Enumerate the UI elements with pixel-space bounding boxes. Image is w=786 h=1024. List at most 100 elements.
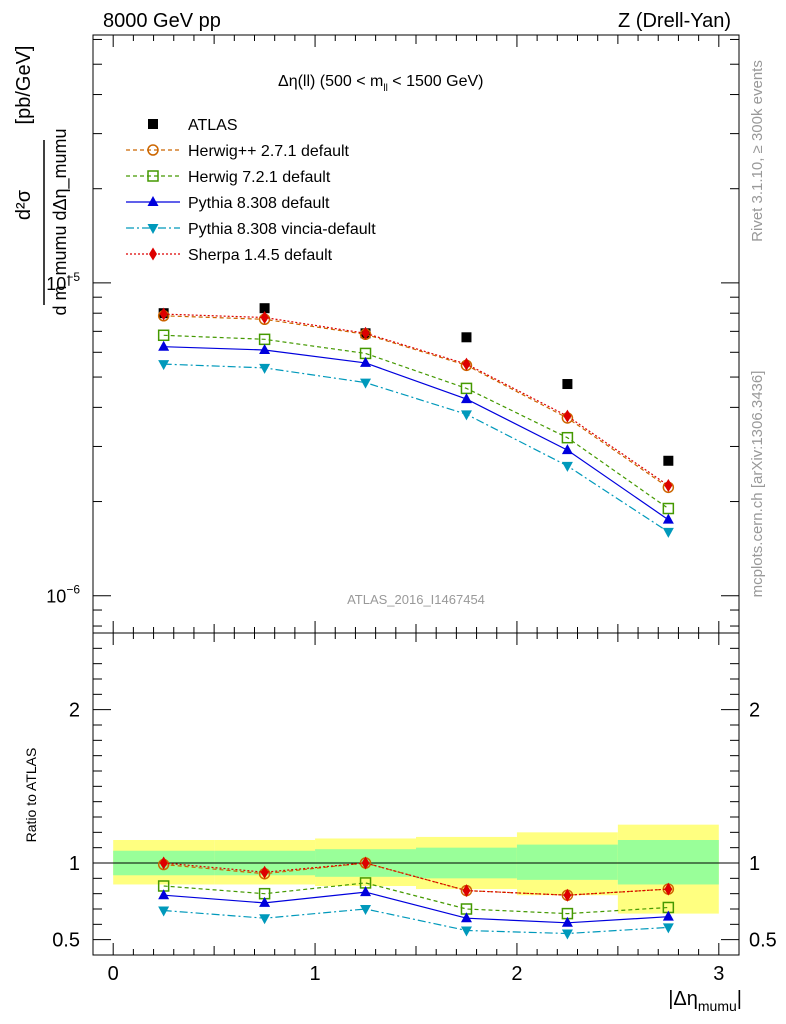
ratio-series-line <box>163 891 669 924</box>
main-data-point <box>461 332 472 343</box>
main-data-point <box>561 431 574 444</box>
ratio-data-point <box>259 914 271 925</box>
main-data-point <box>664 479 673 493</box>
main-series-2 <box>157 329 675 515</box>
legend-marker <box>147 170 159 182</box>
ratio-band-inner <box>617 840 719 885</box>
ratio-data-point <box>260 865 269 879</box>
ratio-data-point <box>158 889 170 900</box>
x-tick-label: 2 <box>511 963 522 985</box>
main-y-tick-label: 10−6 <box>46 583 80 607</box>
x-tick-label: 0 <box>108 963 119 985</box>
main-data-point <box>663 455 674 466</box>
ratio-series-line <box>163 908 669 935</box>
ratio-data-point <box>460 912 472 923</box>
ratio-y-tick-label-right: 2 <box>749 700 760 722</box>
ratio-data-point <box>662 923 674 934</box>
ratio-data-point <box>460 926 472 937</box>
main-panel: 10−5 10−6 <box>46 34 740 634</box>
main-data-point <box>662 502 675 515</box>
ratio-data-point <box>361 856 370 870</box>
ratio-series-line <box>163 862 669 896</box>
main-series-4 <box>158 360 674 538</box>
legend-marker <box>147 144 159 156</box>
panel-title: Δη(ll) (500 < mll < 1500 GeV) <box>278 73 483 94</box>
legend-label: Pythia 8.308 vincia-default <box>188 221 376 238</box>
main-data-point <box>260 311 269 325</box>
main-data-point <box>562 379 573 390</box>
main-data-point <box>561 461 573 472</box>
main-series-line <box>163 346 669 521</box>
legend-label: Herwig 7.2.1 default <box>188 169 331 186</box>
legend-label: Pythia 8.308 default <box>188 195 330 212</box>
analysis-id: ATLAS_2016_I1467454 <box>347 592 485 607</box>
mcplots-label: mcplots.cern.ch [arXiv:1306.3436] <box>749 371 766 598</box>
ratio-data-point <box>563 888 572 902</box>
x-tick-label: 3 <box>713 963 724 985</box>
legend-item: Sherpa 1.4.5 default <box>126 247 333 264</box>
main-data-point <box>462 357 471 371</box>
main-y-tick-label: 10−5 <box>46 270 80 294</box>
ratio-band-inner <box>516 844 618 880</box>
main-data-point <box>360 378 372 389</box>
main-data-point <box>259 344 271 355</box>
legend-marker <box>147 196 159 206</box>
main-data-point <box>259 303 270 314</box>
main-data-point <box>561 444 573 455</box>
ratio-data-point <box>159 856 168 870</box>
main-data-point <box>157 329 170 342</box>
main-data-point <box>662 527 674 538</box>
legend-item: Herwig 7.2.1 default <box>126 169 331 186</box>
ratio-bands <box>113 824 719 914</box>
legend-marker <box>147 224 159 234</box>
main-data-point <box>259 363 271 374</box>
ratio-series-2 <box>158 886 674 927</box>
ratio-data-point <box>561 916 573 927</box>
legend-marker <box>149 247 157 261</box>
main-data-point <box>361 326 370 340</box>
main-data-point <box>662 513 674 524</box>
ratio-data-point <box>360 905 372 915</box>
legend-item: Pythia 8.308 default <box>126 195 330 212</box>
main-data-point <box>159 307 168 321</box>
legend-item: Herwig++ 2.7.1 default <box>126 143 350 160</box>
legend-marker <box>148 119 158 129</box>
ratio-data-point <box>158 906 170 917</box>
ratio-y-tick-label: 0.5 <box>52 930 80 952</box>
y-axis-label-unit: [pb/GeV] <box>13 46 35 125</box>
main-data-point <box>158 360 170 371</box>
legend: ATLAS Herwig++ 2.7.1 default Herwig 7.2.1 … <box>126 117 376 264</box>
ratio-series-line <box>163 862 669 896</box>
legend-item: ATLAS <box>148 117 238 134</box>
main-data-point <box>360 356 372 367</box>
ratio-y-tick-label: 2 <box>69 700 80 722</box>
ratio-y-tick-label: 1 <box>69 853 80 875</box>
ratio-data-point <box>664 882 673 896</box>
main-data-point <box>460 410 472 421</box>
ratio-panel: 0.5 0.5 1 1 2 2 0 1 2 3 <box>52 632 777 985</box>
main-series-line <box>163 363 669 533</box>
main-series-line <box>163 313 669 486</box>
ratio-y-tick-label-right: 0.5 <box>749 930 777 952</box>
ratio-series-1 <box>157 877 675 920</box>
main-data-point <box>158 340 170 351</box>
x-axis-label: |Δηmumu| <box>668 988 742 1014</box>
legend-label: Herwig++ 2.7.1 default <box>188 143 350 160</box>
legend-label: Sherpa 1.4.5 default <box>188 247 333 264</box>
y-axis-label: d²σ d m_mumu dΔη_mumu [pb/GeV] <box>13 46 71 316</box>
main-series-0 <box>158 303 674 466</box>
main-series-line <box>163 334 669 509</box>
ratio-series-4 <box>159 856 673 902</box>
ratio-axis-label: Ratio to ATLAS <box>23 748 39 843</box>
ratio-data-point <box>462 884 471 898</box>
rivet-version-label: Rivet 3.1.10, ≥ 300k events <box>749 60 766 242</box>
ratio-data-point <box>360 886 372 897</box>
header-right: Z (Drell-Yan) <box>618 10 731 32</box>
legend-item: Pythia 8.308 vincia-default <box>126 221 376 238</box>
ratio-data-point <box>259 896 271 907</box>
ratio-data-point <box>561 929 573 940</box>
y-axis-label-denominator: d m_mumu dΔη_mumu <box>50 128 71 315</box>
ratio-data-point <box>662 910 674 921</box>
ratio-series-3 <box>158 905 674 940</box>
